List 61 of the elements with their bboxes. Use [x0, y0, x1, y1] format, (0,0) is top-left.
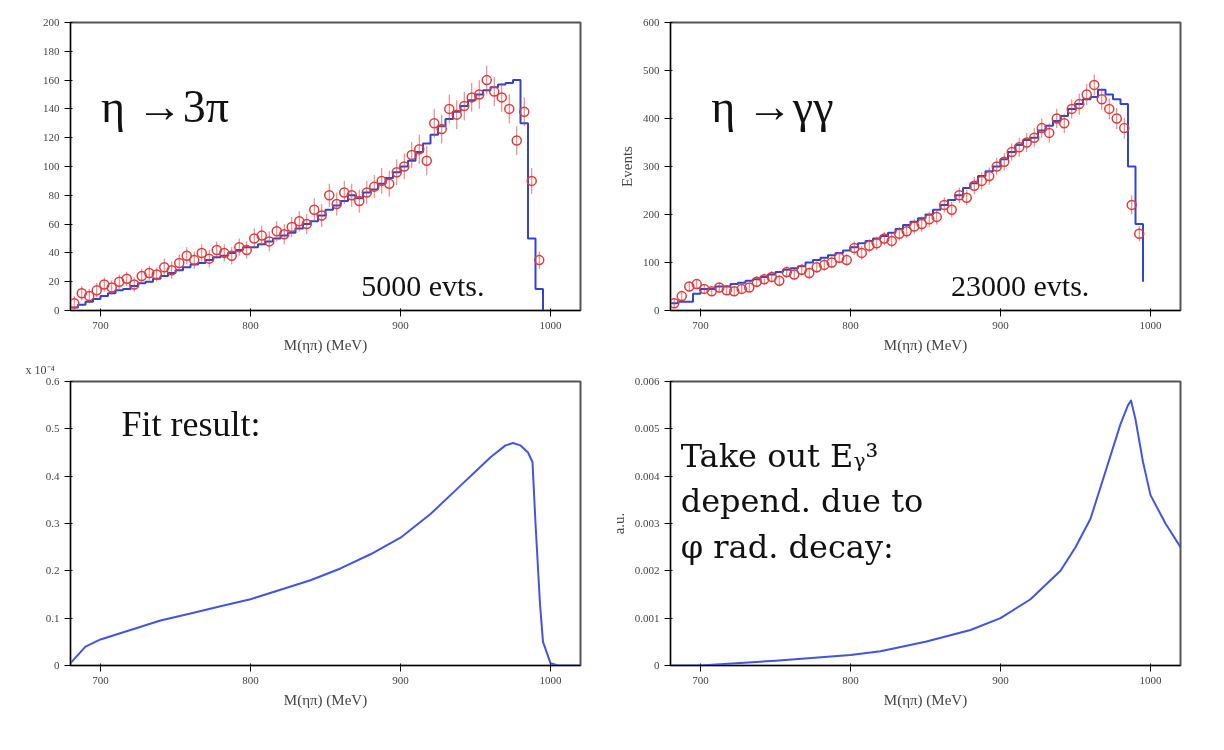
y-tick-label: 20 — [48, 275, 60, 288]
y-tick-label: 0.6 — [45, 375, 60, 387]
y-tick-label: 100 — [643, 256, 660, 268]
y-tick-label: 180 — [43, 44, 60, 57]
x-tick-label: 800 — [242, 673, 260, 686]
x-axis-title: M(ηπ) (MeV) — [883, 336, 968, 354]
annotation: 23000 evts. — [951, 268, 1090, 302]
y-tick-label: 200 — [43, 16, 60, 28]
x-tick-label: 1000 — [539, 318, 562, 331]
annotation: 5000 evts. — [361, 268, 485, 302]
y-tick-label: 140 — [43, 102, 60, 115]
y-tick-label: 0.003 — [634, 517, 660, 529]
y-tick-label: 60 — [48, 217, 60, 230]
x-axis-title: M(ηπ) (MeV) — [283, 691, 368, 709]
y-tick-label: 120 — [43, 131, 60, 144]
y-tick-label: 80 — [48, 188, 60, 201]
x-tick-label: 700 — [92, 318, 110, 331]
y-tick-label: 100 — [43, 160, 60, 172]
y-tick-label: 0.1 — [45, 611, 60, 624]
y-tick-label: 0.005 — [634, 422, 660, 435]
y-tick-label: 600 — [643, 16, 660, 28]
y-axis-title: a.u. — [610, 512, 627, 535]
x-axis-title: M(ηπ) (MeV) — [883, 691, 968, 709]
y-tick-label: 300 — [643, 160, 660, 172]
annotation: Fit result: — [121, 403, 261, 444]
x-tick-label: 700 — [692, 673, 710, 686]
annotation: Take out Eᵧ³ depend. due to φ rad. decay: — [680, 436, 924, 567]
x-tick-label: 800 — [842, 673, 860, 686]
y-tick-label: 0 — [54, 659, 60, 671]
x-tick-label: 1000 — [539, 673, 562, 686]
y-axis-title: Events — [619, 145, 635, 187]
y-tick-label: 160 — [43, 73, 60, 86]
y-tick-label: 0.5 — [45, 422, 60, 435]
annotation: η →γγ — [711, 80, 834, 132]
y-tick-label: 500 — [643, 64, 660, 76]
x-tick-label: 1000 — [1139, 318, 1162, 331]
y-tick-label: 0.006 — [634, 375, 660, 387]
y-tick-label: 0 — [654, 304, 660, 316]
x-tick-label: 1000 — [1139, 673, 1162, 686]
y-tick-label: 0.2 — [45, 564, 60, 577]
text: x 10⁻⁴ — [25, 362, 55, 377]
y-tick-label: 400 — [643, 112, 660, 124]
x-tick-label: 900 — [392, 318, 410, 331]
x-tick-label: 700 — [92, 673, 110, 686]
x-tick-label: 900 — [392, 673, 410, 686]
y-tick-label: 0.002 — [634, 564, 660, 577]
y-tick-label: 0.4 — [45, 469, 60, 482]
x-tick-label: 700 — [692, 318, 710, 331]
y-tick-label: 0.004 — [634, 469, 660, 482]
y-tick-label: 0.3 — [45, 517, 60, 529]
annotation: η →3π — [101, 80, 229, 132]
y-tick-label: 0 — [54, 304, 60, 316]
x-tick-label: 800 — [842, 318, 860, 331]
x-axis-title: M(ηπ) (MeV) — [283, 336, 368, 354]
y-tick-label: 0.001 — [634, 611, 660, 624]
x-tick-label: 900 — [992, 673, 1010, 686]
y-tick-label: 200 — [643, 208, 660, 220]
x-tick-label: 800 — [242, 318, 260, 331]
y-tick-label: 0 — [654, 659, 660, 671]
y-tick-label: 40 — [48, 246, 60, 259]
x-tick-label: 900 — [992, 318, 1010, 331]
